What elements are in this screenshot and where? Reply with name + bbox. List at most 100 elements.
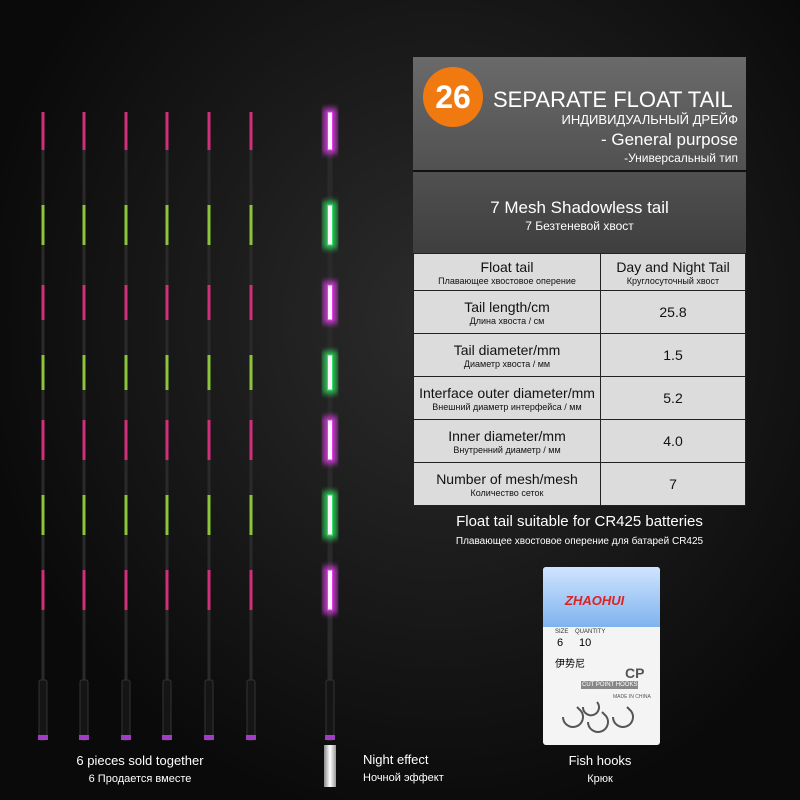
caption: Night effect — [363, 752, 429, 767]
float-segment — [249, 355, 253, 390]
float-segment — [327, 284, 333, 321]
float-segment — [327, 494, 333, 536]
caption: 6 pieces sold together — [76, 753, 204, 768]
connector-ring — [79, 735, 89, 740]
float-segment — [207, 420, 211, 460]
connector-ring — [121, 735, 131, 740]
cell-text: 1.5 — [663, 347, 683, 363]
float-segment — [207, 285, 211, 320]
float-segment — [82, 355, 86, 390]
connector — [246, 679, 256, 741]
table-cell: Tail diameter/mm Диаметр хвоста / мм — [413, 333, 601, 377]
float-segment — [124, 495, 128, 535]
table-cell: Number of mesh/mesh Количество сеток — [413, 462, 601, 506]
connector-ring — [246, 735, 256, 740]
float-segment — [41, 205, 45, 245]
connector-ring — [204, 735, 214, 740]
title-ru: ИНДИВИДУАЛЬНЫЙ ДРЕЙФ — [561, 112, 738, 127]
code: CP — [625, 665, 645, 681]
table-cell: 1.5 — [600, 333, 746, 377]
float-segment — [82, 285, 86, 320]
float-segment — [327, 569, 333, 611]
cell-text: Day and Night Tail — [616, 258, 730, 275]
hook-name: 伊势尼 — [555, 659, 585, 670]
cell-text-ru: Плавающее хвостовое оперение — [438, 275, 576, 286]
cell-text-ru: Внутренний диаметр / мм — [453, 444, 561, 455]
table-cell: 5.2 — [600, 376, 746, 420]
spec-table: Float tail Плавающее хвостовое оперение Da… — [413, 253, 746, 506]
cell-text-ru: Круглосуточный хвост — [626, 275, 720, 286]
float-segment — [249, 495, 253, 535]
table-row: Number of mesh/mesh Количество сеток 7 — [413, 462, 746, 506]
table-row: Interface outer diameter/mm Внешний диаме… — [413, 376, 746, 420]
caption: Fish hooks — [568, 753, 632, 768]
section-title: 7 Mesh Shadowless tail — [490, 198, 669, 217]
float-segment — [124, 420, 128, 460]
float-segment — [165, 355, 169, 390]
table-cell: 7 — [600, 462, 746, 506]
cell-text-ru: Длина хвоста / см — [469, 315, 545, 326]
float-segment — [124, 205, 128, 245]
float-segment — [124, 570, 128, 610]
cell-text-ru: Количество сеток — [470, 487, 544, 498]
float-segment — [41, 420, 45, 460]
float-segment — [207, 355, 211, 390]
float-segment — [249, 420, 253, 460]
connector — [121, 679, 131, 741]
battery-tube — [324, 745, 336, 787]
caption-ru: 6 Продается вместе — [88, 773, 192, 785]
cell-text: 25.8 — [659, 304, 687, 320]
float-segment — [249, 112, 253, 150]
connector — [325, 679, 335, 741]
float-segment — [249, 285, 253, 320]
float-segment — [165, 420, 169, 460]
note-ru: Плавающее хвостовое оперение для батарей… — [455, 536, 704, 547]
spec-panel: 26 SEPARATE FLOAT TAIL ИНДИВИДУАЛЬНЫЙ ДР… — [413, 57, 746, 506]
table-header: Float tail Плавающее хвостовое оперение Da… — [413, 253, 746, 291]
divider — [413, 170, 746, 172]
cell-text-ru: Внешний диаметр интерфейса / мм — [432, 401, 582, 412]
quantity-label: QUANTITY — [575, 629, 606, 635]
table-cell: Interface outer diameter/mm Внешний диаме… — [413, 376, 601, 420]
table-cell: Tail length/cm Длина хвоста / см — [413, 290, 601, 334]
title: SEPARATE FLOAT TAIL — [493, 87, 733, 112]
float-segment — [207, 495, 211, 535]
float-segment — [41, 355, 45, 390]
table-row: Tail diameter/mm Диаметр хвоста / мм 1.5 — [413, 333, 746, 377]
float-segment — [207, 205, 211, 245]
connector-ring — [162, 735, 172, 740]
float-segment — [82, 570, 86, 610]
connector-ring — [325, 735, 335, 740]
caption-ru: Крюк — [587, 773, 613, 785]
float-segment — [165, 495, 169, 535]
float-segment — [327, 354, 333, 391]
float-segment — [207, 112, 211, 150]
cell-text-ru: Диаметр хвоста / мм — [463, 358, 551, 369]
table-row: Tail length/cm Длина хвоста / см 25.8 — [413, 290, 746, 334]
caption-ru: Ночной эффект — [363, 772, 444, 784]
origin: MADE IN CHINA — [613, 694, 651, 700]
cell-text: 5.2 — [663, 390, 683, 406]
float-segment — [41, 112, 45, 150]
cell-text: Float tail — [480, 258, 534, 275]
cell-text: Number of mesh/mesh — [436, 470, 578, 487]
float-segment — [82, 205, 86, 245]
connector — [79, 679, 89, 741]
table-cell: Float tail Плавающее хвостовое оперение — [413, 253, 601, 291]
float-segment — [327, 419, 333, 461]
float-segment — [249, 205, 253, 245]
float-segment — [165, 285, 169, 320]
float-segment — [165, 205, 169, 245]
float-segment — [41, 495, 45, 535]
connector — [204, 679, 214, 741]
float-segment — [82, 420, 86, 460]
table-row: Inner diameter/mm Внутренний диаметр / мм… — [413, 419, 746, 463]
badge: 26 — [423, 67, 483, 127]
cell-text: 4.0 — [663, 433, 683, 449]
package-top — [543, 567, 660, 627]
hooks-drawing — [562, 701, 634, 733]
size-label: SIZE — [555, 629, 569, 635]
float-segment — [249, 570, 253, 610]
